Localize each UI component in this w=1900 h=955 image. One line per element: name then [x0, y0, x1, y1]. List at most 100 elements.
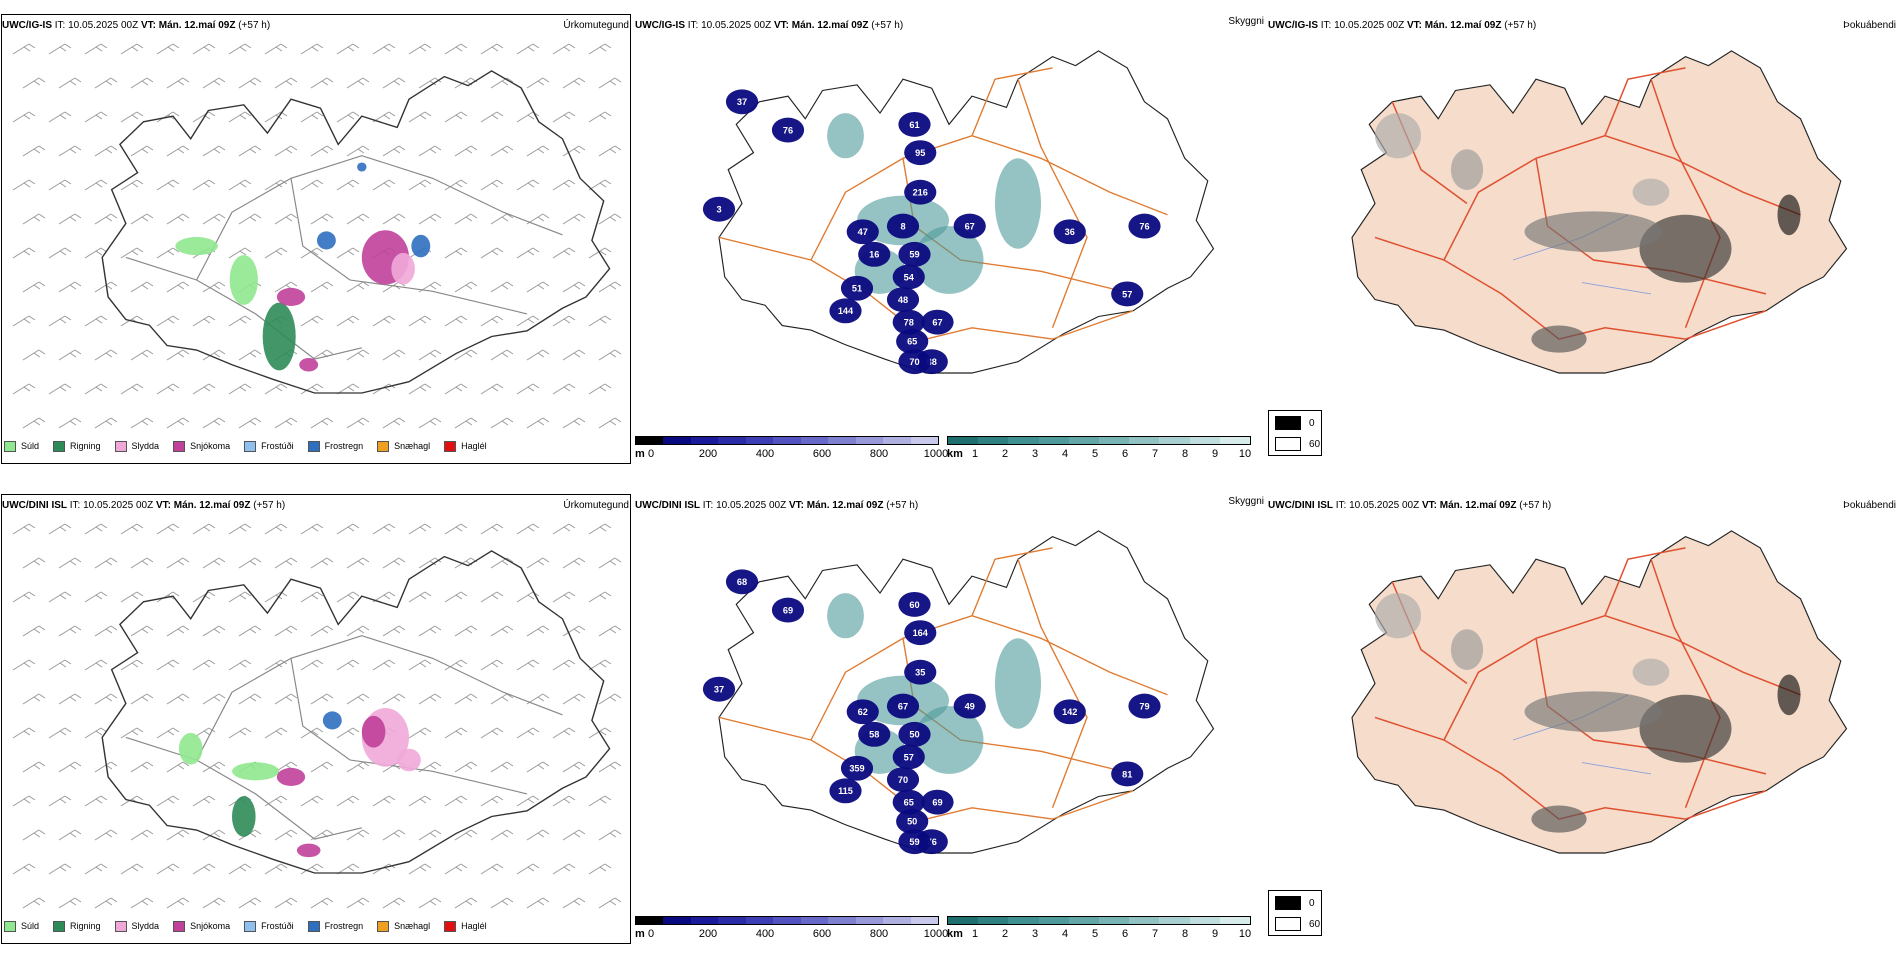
wind-barb: [12, 591, 36, 603]
legend-label: Snæhagl: [394, 921, 431, 931]
wind-barb: [552, 315, 576, 327]
wind-barb: [516, 523, 540, 535]
wind-barb: [336, 179, 360, 191]
wind-barb: [156, 727, 180, 739]
panel-title: Þokuábendi: [1843, 500, 1896, 511]
colorbar-tick: 5: [1091, 448, 1099, 460]
low-ceiling-area: [725, 89, 759, 115]
colorbar-swatch: [1129, 917, 1160, 924]
panel-frame: [1, 14, 631, 464]
wind-barb: [156, 247, 180, 259]
wind-barb: [598, 349, 622, 361]
wind-barb: [130, 77, 154, 89]
ceiling-value-label: 216: [913, 188, 928, 198]
colorbar-tick: 4: [1061, 448, 1069, 460]
wind-barb: [264, 247, 288, 259]
wind-barb: [264, 523, 288, 535]
wind-barb: [598, 145, 622, 157]
valid-time: Mán. 12.maí 09Z: [158, 20, 236, 31]
low-ceiling-area: [898, 829, 931, 855]
wind-barb: [22, 77, 46, 89]
colorbar-swatch: [773, 437, 801, 444]
wind-barb: [94, 897, 118, 909]
wind-barb: [480, 247, 504, 259]
wind-barb: [598, 417, 622, 429]
wind-barb: [228, 247, 252, 259]
ceiling-value-label: 50: [907, 817, 917, 827]
wind-barb: [228, 523, 252, 535]
wind-barb: [562, 897, 586, 909]
legend-label: Frostregn: [324, 921, 364, 931]
colorbar-tick: 7: [1151, 928, 1159, 940]
ceiling-value-label: 54: [904, 272, 915, 282]
panel-header: UWC/IG-IS IT: 10.05.2025 00Z VT: Mán. 12…: [1268, 20, 1536, 31]
colorbar-tick: 10: [1238, 928, 1252, 940]
fog-indicator-panel: UWC/DINI ISL IT: 10.05.2025 00Z VT: Mán.…: [1266, 480, 1900, 955]
wind-barb: [444, 383, 468, 395]
colorbar-unit: km: [947, 928, 963, 940]
legend-swatch: [307, 440, 320, 452]
wind-barb: [156, 43, 180, 55]
precip-type-panel: UWC/DINI ISL IT: 10.05.2025 00Z VT: Mán.…: [0, 480, 633, 955]
wind-barb: [382, 77, 406, 89]
precip-legend-item: Frostúði: [244, 920, 294, 932]
low-ceiling-area: [904, 179, 937, 205]
wind-barb: [166, 829, 190, 841]
lead-time: (+57 h): [1501, 20, 1537, 31]
wind-barb: [372, 179, 396, 191]
ceiling-value-label: 57: [1122, 289, 1132, 299]
low-ceiling-area: [725, 569, 759, 595]
wind-barb: [408, 523, 432, 535]
wind-barb: [130, 417, 154, 429]
wind-barb: [454, 281, 478, 293]
wind-barb: [48, 523, 72, 535]
low-visibility-area: [995, 638, 1041, 729]
colorbar-swatch: [883, 917, 911, 924]
wind-barb: [192, 523, 216, 535]
wind-barb: [562, 557, 586, 569]
wind-barb: [94, 349, 118, 361]
colorbar-swatch: [1068, 917, 1100, 924]
panel-header: UWC/IG-IS IT: 10.05.2025 00Z VT: Mán. 12…: [635, 20, 903, 31]
lead-time: (+57 h): [250, 500, 286, 511]
valid-label: VT:: [1406, 20, 1425, 31]
colorbar-tick: 800: [869, 928, 889, 940]
colorbar-tick: 200: [698, 928, 718, 940]
precip-legend-item: Frostúði: [244, 440, 294, 452]
ceiling-value-label: 67: [898, 702, 908, 712]
wind-barb: [372, 795, 396, 807]
wind-barb: [346, 281, 370, 293]
low-ceiling-area: [921, 309, 954, 335]
legend-label: Snjókoma: [190, 921, 231, 931]
wind-barb: [58, 829, 82, 841]
wind-barb: [346, 625, 370, 637]
wind-barb: [444, 111, 468, 123]
low-ceiling-area: [858, 241, 891, 267]
wind-barb: [84, 659, 108, 671]
colorbar-tick: 0: [647, 448, 655, 460]
wind-barb: [490, 829, 514, 841]
legend-swatch: [377, 920, 390, 932]
panel-header: UWC/DINI ISL IT: 10.05.2025 00Z VT: Mán.…: [1268, 500, 1551, 511]
legend-swatch: [114, 440, 127, 452]
low-ceiling-area: [1053, 699, 1086, 725]
valid-label: VT:: [1421, 500, 1440, 511]
wind-barb: [516, 795, 540, 807]
low-visibility-area: [995, 158, 1041, 249]
wind-barb: [310, 145, 334, 157]
colorbar-tick: 2: [1001, 928, 1009, 940]
wind-barb: [346, 349, 370, 361]
wind-barb: [22, 761, 46, 773]
precip-area: [262, 302, 296, 371]
wind-barb: [490, 417, 514, 429]
colorbar-swatch: [800, 437, 829, 444]
wind-barb: [516, 863, 540, 875]
wind-barb: [444, 727, 468, 739]
low-ceiling-area: [892, 789, 925, 815]
wind-barb: [238, 77, 262, 89]
colorbar-swatch: [718, 917, 746, 924]
wind-barb: [408, 179, 432, 191]
wind-barb: [94, 77, 118, 89]
low-ceiling-area: [892, 264, 925, 290]
wind-barb: [264, 863, 288, 875]
